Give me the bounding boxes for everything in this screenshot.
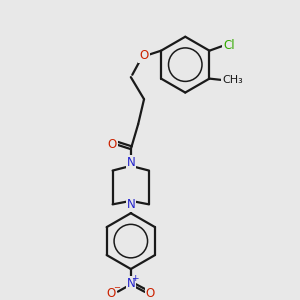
Text: O: O bbox=[146, 287, 155, 300]
Text: Cl: Cl bbox=[223, 39, 235, 52]
Text: +: + bbox=[131, 274, 139, 283]
Text: O: O bbox=[140, 49, 149, 62]
Text: N: N bbox=[126, 156, 135, 169]
Text: −: − bbox=[113, 284, 120, 292]
Text: CH₃: CH₃ bbox=[222, 75, 243, 85]
Text: O: O bbox=[107, 287, 116, 300]
Text: N: N bbox=[126, 198, 135, 211]
Text: N: N bbox=[126, 277, 135, 290]
Text: O: O bbox=[108, 138, 117, 151]
